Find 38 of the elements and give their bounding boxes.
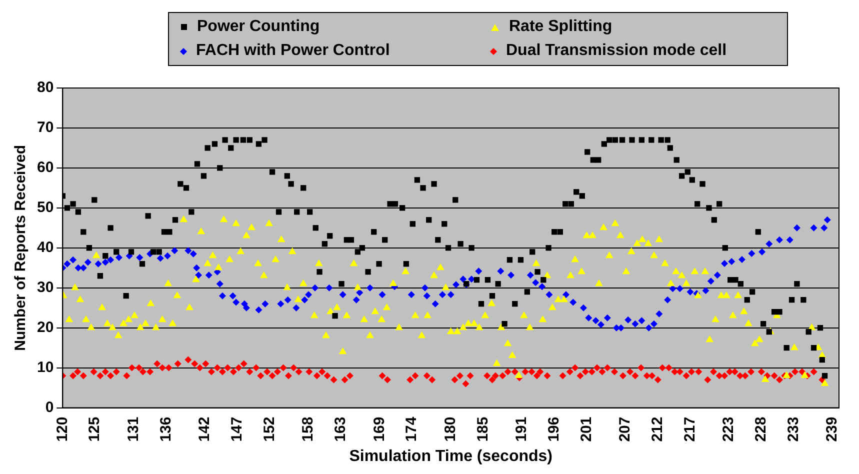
- y-tick-label: 50: [36, 199, 54, 216]
- x-tick-label: 233: [784, 416, 802, 442]
- x-tick-label: 136: [157, 416, 174, 442]
- legend-label: Dual Transmission mode cell: [506, 42, 727, 60]
- x-tick-label: 207: [616, 416, 634, 442]
- x-tick-label: 185: [474, 416, 492, 442]
- y-tick-label: 40: [36, 239, 54, 256]
- legend-label: Power Counting: [197, 18, 320, 36]
- y-tick-label: 70: [36, 119, 54, 136]
- y-tick-label: 60: [36, 159, 54, 176]
- legend-label: FACH with Power Control: [196, 42, 390, 60]
- x-tick-label: 152: [260, 416, 278, 442]
- y-tick-label: 0: [45, 398, 54, 416]
- x-tick-label: 191: [513, 416, 530, 442]
- x-tick-label: 217: [681, 416, 698, 442]
- x-tick-label: 163: [332, 416, 350, 442]
- x-tick-label: 212: [649, 416, 666, 442]
- y-tick-label: 10: [36, 358, 54, 376]
- x-tick-label: 120: [54, 416, 71, 442]
- y-tick-label: 20: [36, 318, 54, 336]
- x-tick-label: 228: [752, 416, 770, 442]
- x-tick-label: 201: [578, 416, 595, 442]
- x-tick-label: 158: [300, 416, 317, 442]
- x-axis-title: Simulation Time (seconds): [349, 448, 552, 465]
- x-tick-label: 131: [124, 416, 142, 442]
- x-tick-label: 147: [228, 416, 246, 442]
- x-tick-label: 125: [86, 416, 104, 442]
- x-tick-label: 239: [824, 416, 841, 442]
- x-tick-label: 142: [196, 416, 214, 442]
- x-tick-label: 180: [442, 416, 459, 442]
- y-axis-title: Number of Reports Received: [12, 144, 30, 351]
- x-tick-label: 223: [720, 416, 738, 442]
- x-tick-label: 174: [403, 416, 420, 442]
- y-tick-label: 80: [36, 79, 54, 96]
- x-tick-label: 169: [370, 416, 388, 442]
- y-tick-label: 30: [36, 279, 54, 296]
- legend-label: Rate Splitting: [509, 18, 612, 36]
- x-tick-label: 196: [545, 416, 562, 442]
